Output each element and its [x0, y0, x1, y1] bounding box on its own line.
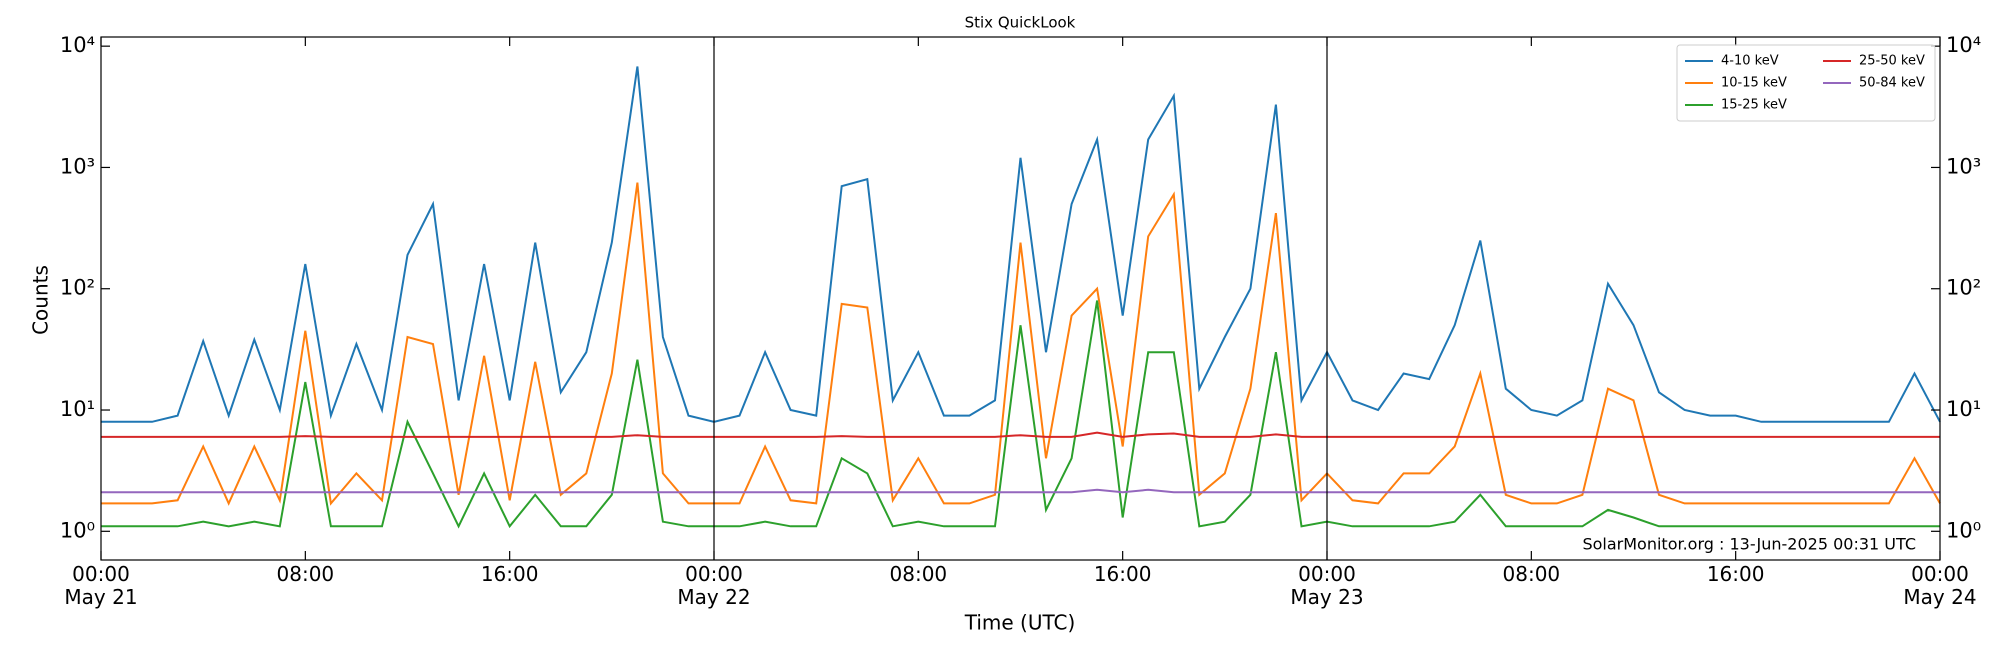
series-line: [101, 300, 1940, 529]
y-tick-label: 10⁰: [60, 518, 95, 542]
y-tick-label: 10³: [60, 154, 95, 178]
x-tick-label: 08:00: [1502, 562, 1561, 586]
legend-label: 4-10 keV: [1721, 54, 1779, 69]
x-tick-label: 16:00: [1093, 562, 1152, 586]
annotation: SolarMonitor.org : 13-Jun-2025 00:31 UTC: [1582, 535, 1916, 554]
x-tick-label: 08:00: [889, 562, 948, 586]
legend-label: 50-84 keV: [1859, 76, 1925, 91]
y-tick-label: 10⁰: [1946, 518, 1981, 542]
series-line: [101, 66, 1941, 423]
series-line: [101, 182, 1941, 506]
x-axis-label: Time (UTC): [964, 611, 1076, 635]
plot-area: [101, 66, 1941, 529]
legend-frame: [1676, 44, 1936, 122]
legend-label: 15-25 keV: [1721, 98, 1787, 113]
x-tick-label: 08:00: [276, 562, 335, 586]
x-tick-label: 00:00 May 23: [1290, 562, 1364, 609]
legend: 4-10 keV 10-15 keV 15-25 keV 25-50 keV 50-84…: [1676, 44, 1936, 122]
y-tick-label: 10²: [60, 276, 95, 300]
legend-label: 25-50 keV: [1859, 54, 1925, 69]
plot-frame: [100, 36, 1941, 561]
chart-title: Stix QuickLook: [965, 14, 1076, 32]
x-tick-label: 16:00: [480, 562, 539, 586]
x-tick-label: 00:00 May 24: [1903, 562, 1977, 609]
y-tick-label: 10⁴: [1946, 33, 1981, 57]
series-line: [101, 431, 1940, 438]
x-tick-label: 00:00 May 21: [64, 562, 138, 609]
x-tick-label: 16:00: [1706, 562, 1765, 586]
y-axis-label: Counts: [29, 265, 53, 335]
y-tick-label: 10⁴: [60, 33, 95, 57]
x-tick-label: 00:00 May 22: [677, 562, 751, 609]
y-tick-label: 10²: [1946, 276, 1981, 300]
y-tick-label: 10¹: [1946, 397, 1981, 421]
y-tick-label: 10³: [1946, 154, 1981, 178]
legend-label: 10-15 keV: [1721, 76, 1787, 91]
series-line: [101, 488, 1940, 494]
y-tick-label: 10¹: [60, 397, 95, 421]
